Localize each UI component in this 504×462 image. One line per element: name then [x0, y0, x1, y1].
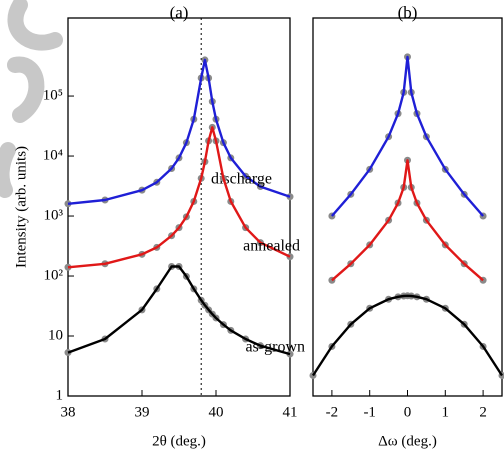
fit-line	[331, 159, 484, 282]
plot-frame	[312, 17, 503, 397]
y-tick-label: 10⁴	[43, 147, 63, 163]
x-tick-label: 40	[209, 404, 224, 420]
y-tick-label: 10³	[44, 207, 64, 223]
x-tick-label: 2	[479, 404, 487, 420]
fit-line	[67, 265, 291, 356]
y-tick-label: 10⁵	[43, 87, 63, 103]
series-label: annealed	[243, 238, 300, 255]
x-tick-label: 0	[404, 404, 412, 420]
decoration	[0, 0, 63, 198]
x-tick-label: 41	[283, 404, 298, 420]
tube-shape	[7, 0, 63, 51]
y-tick-label: 10	[48, 327, 63, 343]
x-tick-label: 39	[135, 404, 150, 420]
y-tick-label: 10²	[44, 267, 64, 283]
x-tick-label: 38	[61, 404, 76, 420]
series-label: as-grown	[245, 339, 305, 356]
fit-line	[67, 126, 291, 269]
y-tick-label: 1	[56, 387, 64, 403]
x-tick-label: -2	[326, 404, 339, 420]
fit-line	[67, 58, 291, 205]
fit-line	[311, 294, 504, 377]
tube-shape	[0, 142, 16, 198]
x-axis-label: 2θ (deg.)	[152, 433, 206, 449]
y-axis-label: Intensity (arb. units)	[13, 146, 29, 268]
fit-line	[330, 55, 485, 217]
tube-shape	[7, 56, 45, 123]
x-tick-label: -1	[363, 404, 376, 420]
x-axis-label: Δω (deg.)	[378, 433, 437, 449]
x-tick-label: 1	[442, 404, 450, 420]
panel-title: (b)	[398, 3, 418, 22]
panel-title: (a)	[170, 3, 189, 22]
